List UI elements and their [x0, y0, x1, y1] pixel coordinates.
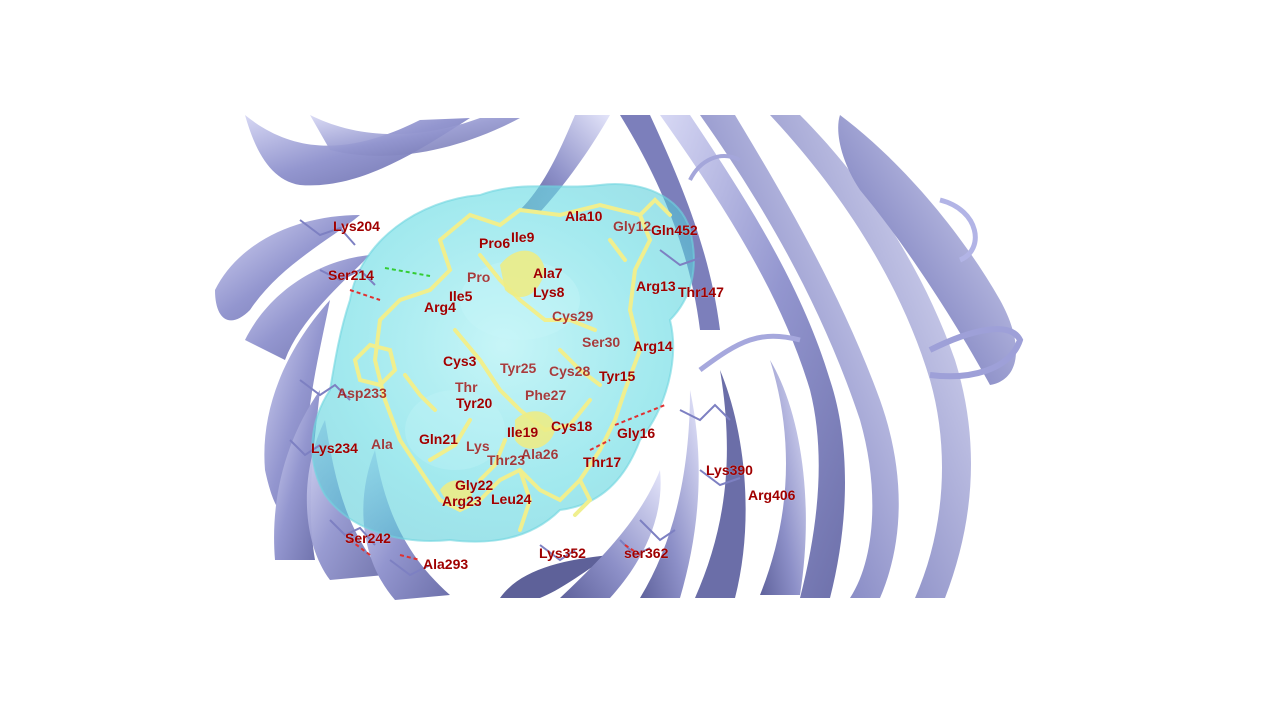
label-ile9: Ile9 [511, 229, 535, 245]
label-thr: Thr [455, 379, 478, 395]
ligand-sticks [352, 197, 672, 532]
label-gly22: Gly22 [455, 477, 494, 493]
label-gln21: Gln21 [419, 431, 458, 447]
label-ser242: Ser242 [345, 530, 391, 546]
hydrogen-bonds [349, 267, 666, 561]
label-tyr20: Tyr20 [456, 395, 493, 411]
label-lys204: Lys204 [333, 218, 380, 234]
label-ala293: Ala293 [423, 556, 469, 572]
receptor-sidechains [289, 219, 741, 577]
label-cys3: Cys3 [443, 353, 477, 369]
label-arg13: Arg13 [636, 278, 676, 294]
label-tyr25: Tyr25 [500, 360, 537, 376]
label-cys18: Cys18 [551, 418, 593, 434]
label-ile19: Ile19 [507, 424, 539, 440]
label-ser362: ser362 [624, 545, 669, 561]
label-ala10: Ala10 [565, 208, 603, 224]
label-tyr15: Tyr15 [599, 368, 636, 384]
label-arg406: Arg406 [748, 487, 796, 503]
label-lys390: Lys390 [706, 462, 753, 478]
label-pro: Pro [467, 269, 491, 285]
label-lys234: Lys234 [311, 440, 358, 456]
label-asp233: Asp233 [337, 385, 387, 401]
label-ser214: Ser214 [328, 267, 374, 283]
label-gly12: Gly12 [613, 218, 652, 234]
label-phe27: Phe27 [525, 387, 567, 403]
protein-ribbon [215, 115, 1024, 600]
label-arg23: Arg23 [442, 493, 482, 509]
label-leu24: Leu24 [491, 491, 532, 507]
label-lys: Lys [466, 438, 490, 454]
label-thr23: Thr23 [487, 452, 526, 468]
label-cys28: Cys28 [549, 363, 591, 379]
label-lys352: Lys352 [539, 545, 586, 561]
label-thr147: Thr147 [678, 284, 724, 300]
label-thr17: Thr17 [583, 454, 622, 470]
label-ser30: Ser30 [582, 334, 621, 350]
label-ala: Ala [371, 436, 393, 452]
label-ile5: Ile5 [449, 288, 473, 304]
label-ala7: Ala7 [533, 265, 563, 281]
ligand-helix [440, 250, 555, 506]
label-arg4: Arg4 [424, 299, 456, 315]
label-arg14: Arg14 [633, 338, 673, 354]
label-ala26: Ala26 [521, 446, 559, 462]
label-gly16: Gly16 [617, 425, 656, 441]
label-gln452: Gln452 [651, 222, 698, 238]
label-cys29: Cys29 [552, 308, 594, 324]
label-pro6: Pro6 [479, 235, 511, 251]
label-lys8: Lys8 [533, 284, 565, 300]
